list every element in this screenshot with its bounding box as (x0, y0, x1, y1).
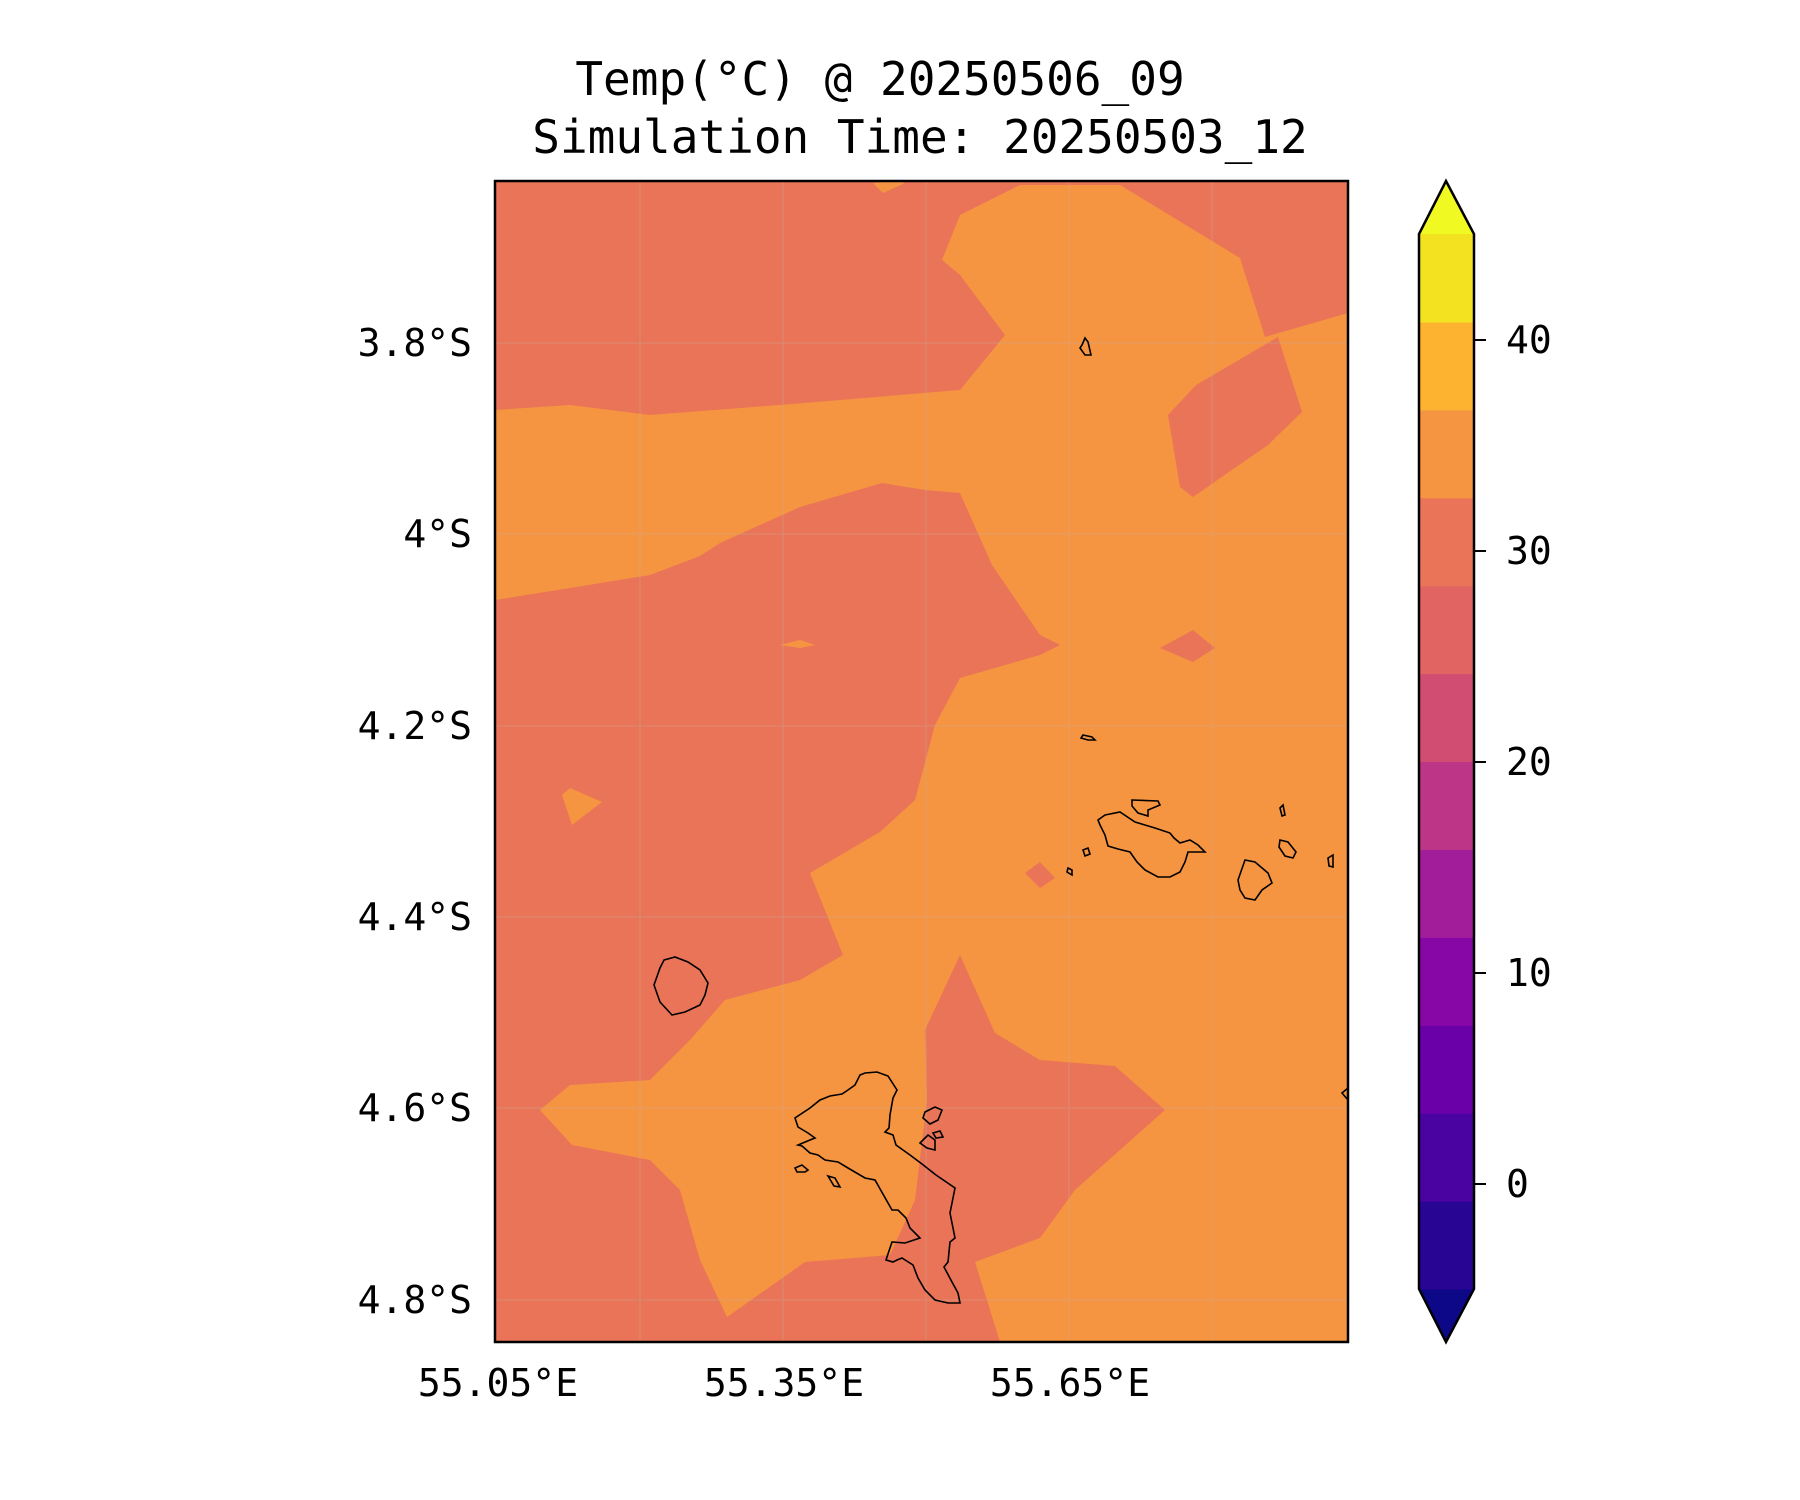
gridlines (495, 181, 1348, 1342)
band-30-35-spot-top (873, 181, 905, 193)
chart-title: Temp(°C) @ 20250506_09 (575, 52, 1185, 106)
band-30-35-main (495, 185, 1348, 1342)
chart-subtitle: Simulation Time: 20250503_12 (532, 110, 1308, 164)
colorbar-ticks: 0 10 20 30 40 (1474, 318, 1552, 1206)
island-felicite (1278, 839, 1297, 859)
island-curieuse (1131, 799, 1162, 818)
colorbar-segment (1419, 234, 1474, 323)
y-tick-label: 4.2°S (358, 704, 472, 748)
island-mahe (794, 1071, 961, 1304)
colorbar-segment (1419, 1113, 1474, 1202)
island-small-7 (793, 1164, 810, 1173)
island-marianne (1327, 853, 1334, 869)
map-frame (493, 179, 1350, 1344)
x-tick-label: 55.05°E (418, 1361, 578, 1405)
colorbar-extend-max (1419, 181, 1474, 234)
colorbar-segment (1419, 673, 1474, 763)
band-30-35-spot-1 (780, 640, 815, 648)
island-ladigue (1237, 859, 1273, 901)
x-tick-label: 55.65°E (990, 1361, 1150, 1405)
band-25-30-hole-mid (1160, 630, 1215, 662)
island-small-6 (931, 1130, 945, 1139)
island-small-8 (826, 1174, 842, 1189)
colorbar-frame (1417, 178, 1476, 1345)
band-25-30-hole-small (1025, 862, 1055, 888)
colorbar-segment (1419, 849, 1474, 938)
island-praslin (1097, 811, 1207, 878)
y-tick-label: 3.8°S (358, 321, 472, 365)
temperature-field (495, 181, 1348, 1342)
colorbar-segment (1419, 937, 1474, 1026)
island-small-2 (1079, 734, 1097, 741)
coastlines (653, 336, 1348, 1304)
colorbar-segment (1419, 585, 1474, 675)
colorbar-tick-label: 20 (1506, 740, 1552, 784)
x-tick-label: 55.35°E (704, 1361, 864, 1405)
colorbar-tick-label: 0 (1506, 1162, 1529, 1206)
colorbar-extend-min (1419, 1289, 1474, 1342)
y-axis: 3.8°S 4°S 4.2°S 4.4°S 4.6°S 4.8°S (358, 321, 472, 1322)
colorbar-tick-label: 40 (1506, 318, 1552, 362)
colorbar-segment (1419, 321, 1474, 411)
island-north (1079, 336, 1093, 356)
colorbar-segment (1419, 1201, 1474, 1290)
island-edge-east (1340, 1087, 1348, 1101)
island-small-4 (1066, 866, 1073, 877)
island-small-1 (1279, 803, 1286, 818)
colorbar-segment (1419, 497, 1474, 587)
colorbar-tick-label: 30 (1506, 529, 1552, 573)
island-ste-anne (922, 1106, 944, 1125)
colorbar-tick-label: 10 (1506, 951, 1552, 995)
island-silhouette (653, 956, 709, 1016)
x-axis: 55.05°E 55.35°E 55.65°E (418, 1361, 1150, 1405)
band-25-30-hole-north (1168, 337, 1302, 497)
island-small-3 (1082, 846, 1091, 858)
colorbar-segment (1419, 761, 1474, 851)
y-tick-label: 4.8°S (358, 1278, 472, 1322)
colorbar-segment (1419, 1025, 1474, 1114)
y-tick-label: 4.4°S (358, 895, 472, 939)
colorbar-segment (1419, 409, 1474, 499)
y-tick-label: 4.6°S (358, 1086, 472, 1130)
band-30-35-spot-2 (562, 788, 602, 825)
colorbar (1419, 181, 1474, 1342)
y-tick-label: 4°S (403, 512, 472, 556)
island-small-5 (918, 1133, 936, 1152)
